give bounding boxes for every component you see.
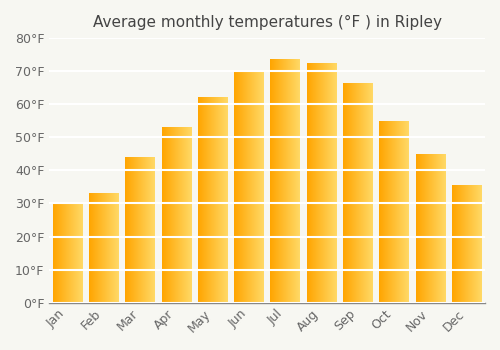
Title: Average monthly temperatures (°F ) in Ripley: Average monthly temperatures (°F ) in Ri… xyxy=(92,15,442,30)
